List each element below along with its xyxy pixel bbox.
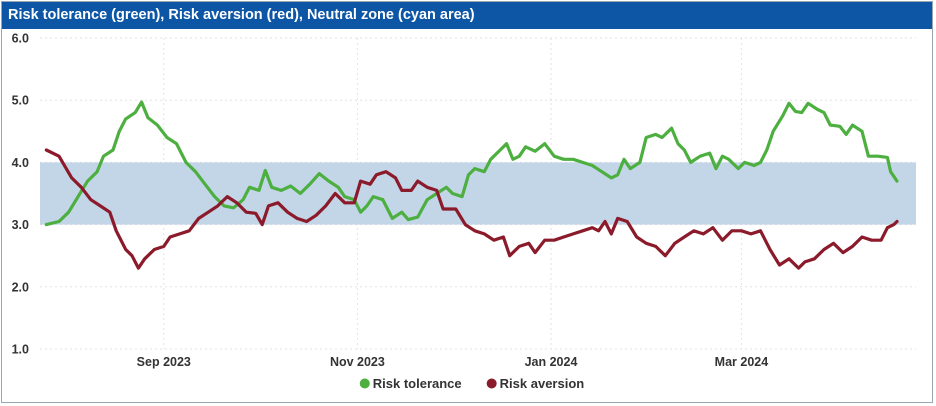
- y-tick-label: 2.0: [12, 280, 29, 294]
- legend-label-risk-tolerance: Risk tolerance: [373, 376, 462, 391]
- legend-marker-risk-tolerance: [359, 378, 370, 389]
- series-layer: [44, 100, 899, 270]
- x-tick-label: Nov 2023: [330, 355, 385, 369]
- chart-title: Risk tolerance (green), Risk aversion (r…: [2, 2, 932, 29]
- legend-marker-risk-aversion: [486, 378, 497, 389]
- y-tick-label: 6.0: [12, 32, 29, 46]
- y-tick-label: 3.0: [12, 218, 29, 232]
- y-tick-label: 1.0: [12, 343, 29, 357]
- y-tick-label: 5.0: [12, 94, 29, 108]
- legend: Risk tolerance Risk aversion: [359, 376, 585, 391]
- neutral-zone-band: [40, 162, 916, 225]
- tick-labels: 1.0 2.0 3.0 4.0 5.0 6.0 Sep 2023 Nov 2023 Jan 20…: [12, 32, 769, 370]
- y-tick-label: 4.0: [12, 156, 29, 170]
- neutral-zone-band-layer: [40, 162, 916, 225]
- x-tick-label: Jan 2024: [525, 355, 578, 369]
- risk-tolerance-line: [44, 100, 899, 227]
- risk-aversion-line: [44, 148, 899, 270]
- legend-label-risk-aversion: Risk aversion: [500, 376, 585, 391]
- x-tick-label: Mar 2024: [715, 355, 769, 369]
- x-tick-label: Sep 2023: [137, 355, 191, 369]
